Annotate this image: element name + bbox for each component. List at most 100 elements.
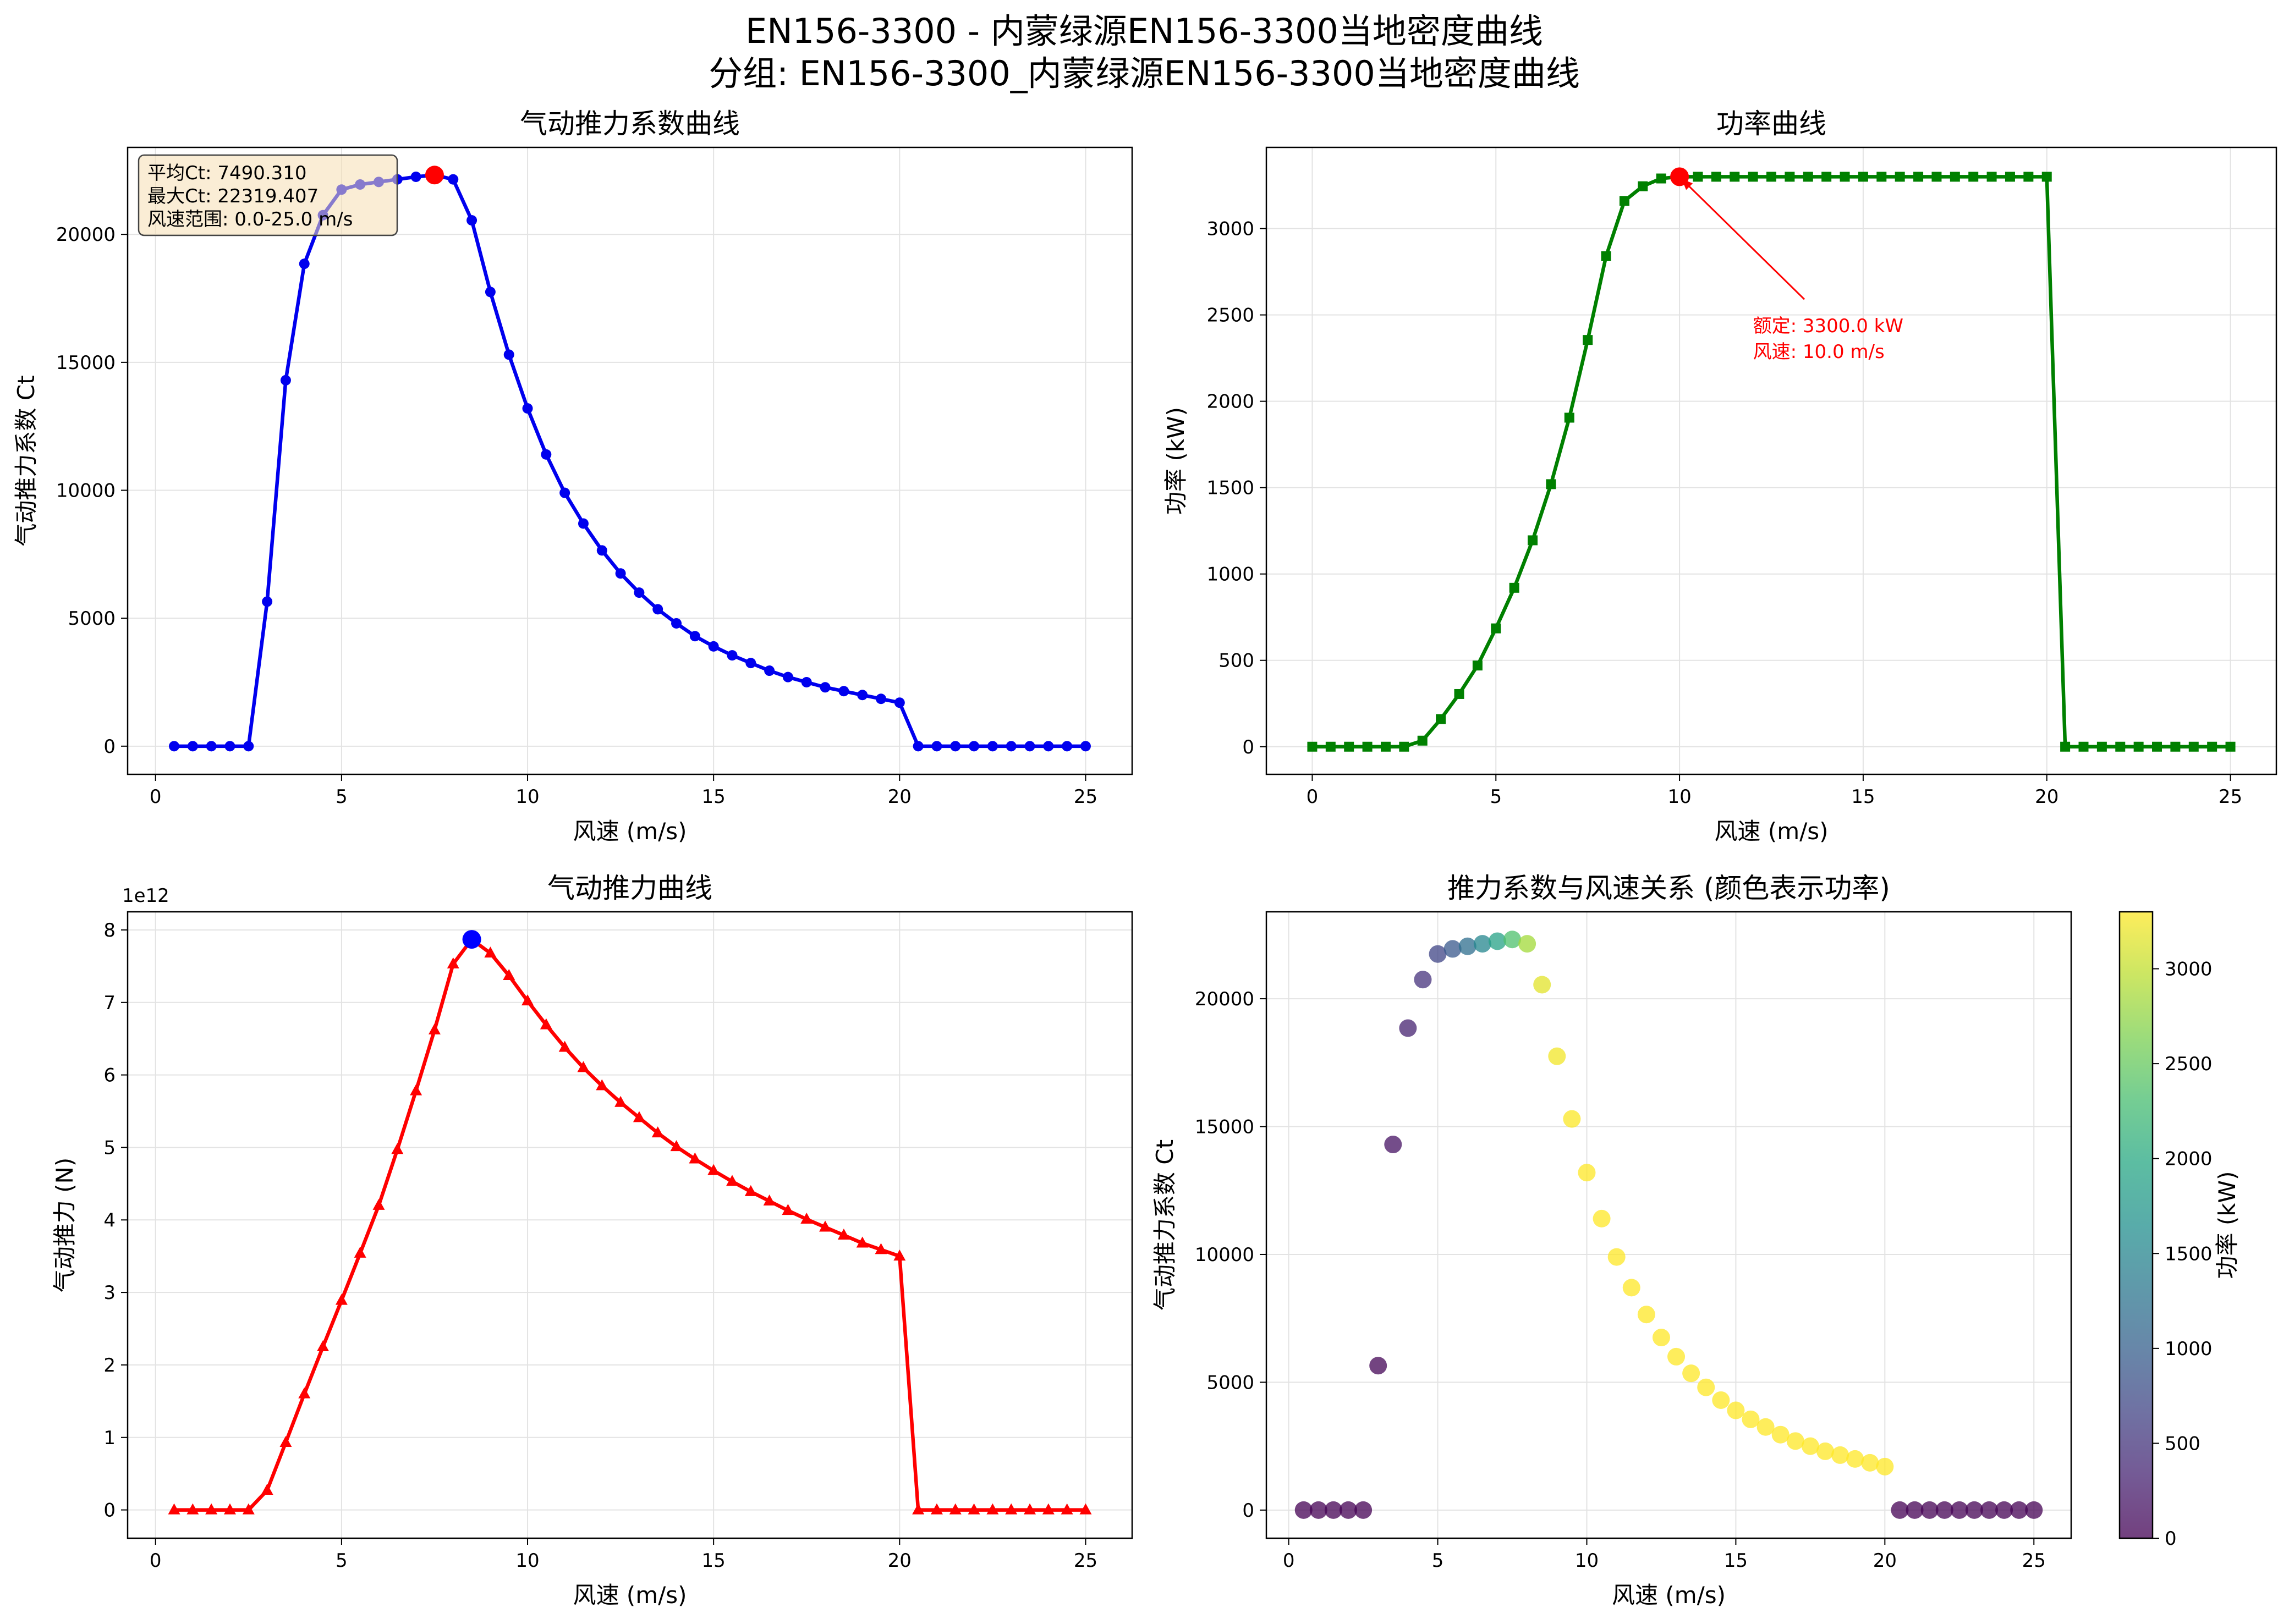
data-point [242, 1503, 255, 1515]
scatter-point [1667, 1347, 1686, 1366]
data-point [596, 545, 607, 556]
annotation-line2: 风速: 10.0 m/s [1753, 341, 1885, 363]
data-point [614, 1095, 627, 1107]
y-tick-label: 500 [1218, 650, 1254, 672]
y-axis-label: 气动推力系数 Ct [1151, 1139, 1178, 1311]
scatter-point [1324, 1501, 1342, 1519]
data-point [1043, 741, 1054, 752]
x-axis-label: 风速 (m/s) [573, 1582, 687, 1609]
axes-frame [1265, 146, 2277, 775]
axes-frame [1265, 911, 2072, 1539]
data-point [1380, 741, 1391, 752]
data-point [503, 969, 515, 981]
y-tick-label: 7 [103, 992, 116, 1014]
y-tick-label: 10000 [1195, 1244, 1254, 1266]
data-point [558, 1041, 571, 1052]
data-point [876, 693, 886, 704]
y-tick-label: 1000 [1206, 564, 1254, 586]
scatter-point [1518, 935, 1536, 953]
data-point [1006, 741, 1017, 752]
data-point [875, 1243, 887, 1254]
data-point [651, 1126, 664, 1138]
colorbar-tick-label: 0 [2165, 1528, 2177, 1550]
data-point [912, 1503, 925, 1515]
y-tick-label: 6 [103, 1065, 116, 1087]
data-point [1583, 335, 1593, 345]
scatter-point [1637, 1306, 1655, 1324]
data-point [484, 946, 497, 958]
data-point [1024, 1503, 1036, 1515]
data-point [2115, 741, 2126, 752]
data-point [1821, 172, 1832, 182]
scatter-point [1563, 1110, 1581, 1128]
x-tick-label: 0 [150, 1550, 162, 1572]
scatter-point [1697, 1378, 1715, 1396]
data-point [1766, 172, 1776, 182]
y-tick-label: 2 [103, 1355, 116, 1377]
data-point [541, 449, 552, 460]
scatter-point [1652, 1329, 1670, 1347]
data-point [670, 1140, 683, 1152]
data-point [1913, 172, 1924, 182]
scatter-point [1965, 1501, 1983, 1519]
data-point [447, 957, 459, 968]
data-point [1950, 172, 1960, 182]
y-tick-label: 0 [1242, 1500, 1254, 1522]
data-point [950, 741, 961, 752]
data-point [2041, 172, 2052, 182]
y-tick-label: 10000 [56, 480, 116, 502]
data-point [744, 1185, 757, 1196]
data-point [782, 671, 793, 682]
scatter-point [1414, 971, 1432, 989]
data-point [522, 403, 533, 414]
x-axis-label: 风速 (m/s) [573, 818, 687, 845]
data-point [615, 568, 626, 579]
data-point [335, 1293, 348, 1305]
data-point [1307, 741, 1318, 752]
data-point [2152, 741, 2162, 752]
x-tick-label: 10 [1575, 1550, 1599, 1572]
infobox-background [138, 154, 398, 236]
y-tick-label: 2500 [1206, 305, 1254, 327]
scatter-point [1756, 1418, 1775, 1436]
subplot-title: 气动推力曲线 [547, 872, 712, 904]
data-point [1968, 172, 1979, 182]
data-point [1042, 1503, 1055, 1515]
data-point [1803, 172, 1813, 182]
y-axis-label: 气动推力 (N) [51, 1158, 78, 1293]
data-point [987, 741, 998, 752]
data-point [745, 658, 756, 669]
scatter-point [1340, 1501, 1358, 1519]
data-point [763, 1194, 776, 1205]
data-point [596, 1079, 608, 1091]
subplot-title: 气动推力系数曲线 [520, 108, 740, 140]
highlight-point [425, 166, 444, 185]
data-point [1325, 741, 1336, 752]
data-point [299, 258, 310, 269]
scatter-point [1548, 1047, 1566, 1065]
scatter-point [1399, 1019, 1417, 1037]
y-tick-label: 3 [103, 1282, 116, 1304]
data-point [2133, 741, 2144, 752]
data-point [1619, 196, 1629, 206]
data-point [1931, 172, 1942, 182]
data-point [708, 641, 719, 652]
scatter-point [1727, 1401, 1745, 1419]
y-tick-label: 15000 [1195, 1116, 1254, 1138]
scatter-point [1712, 1391, 1730, 1409]
data-point [837, 1228, 850, 1240]
scatter-point [1503, 931, 1522, 949]
scatter-point [1831, 1446, 1849, 1464]
x-tick-label: 5 [336, 1550, 348, 1572]
scatter-point [1607, 1248, 1626, 1266]
x-tick-label: 20 [1873, 1550, 1897, 1572]
data-point [1080, 741, 1091, 752]
data-point [540, 1018, 552, 1030]
data-point [801, 676, 812, 687]
scatter-point [1995, 1501, 2013, 1519]
data-point [205, 1503, 218, 1515]
data-point [280, 375, 291, 386]
y-tick-label: 5000 [1206, 1372, 1254, 1394]
data-point [1079, 1503, 1092, 1515]
data-point [969, 741, 980, 752]
